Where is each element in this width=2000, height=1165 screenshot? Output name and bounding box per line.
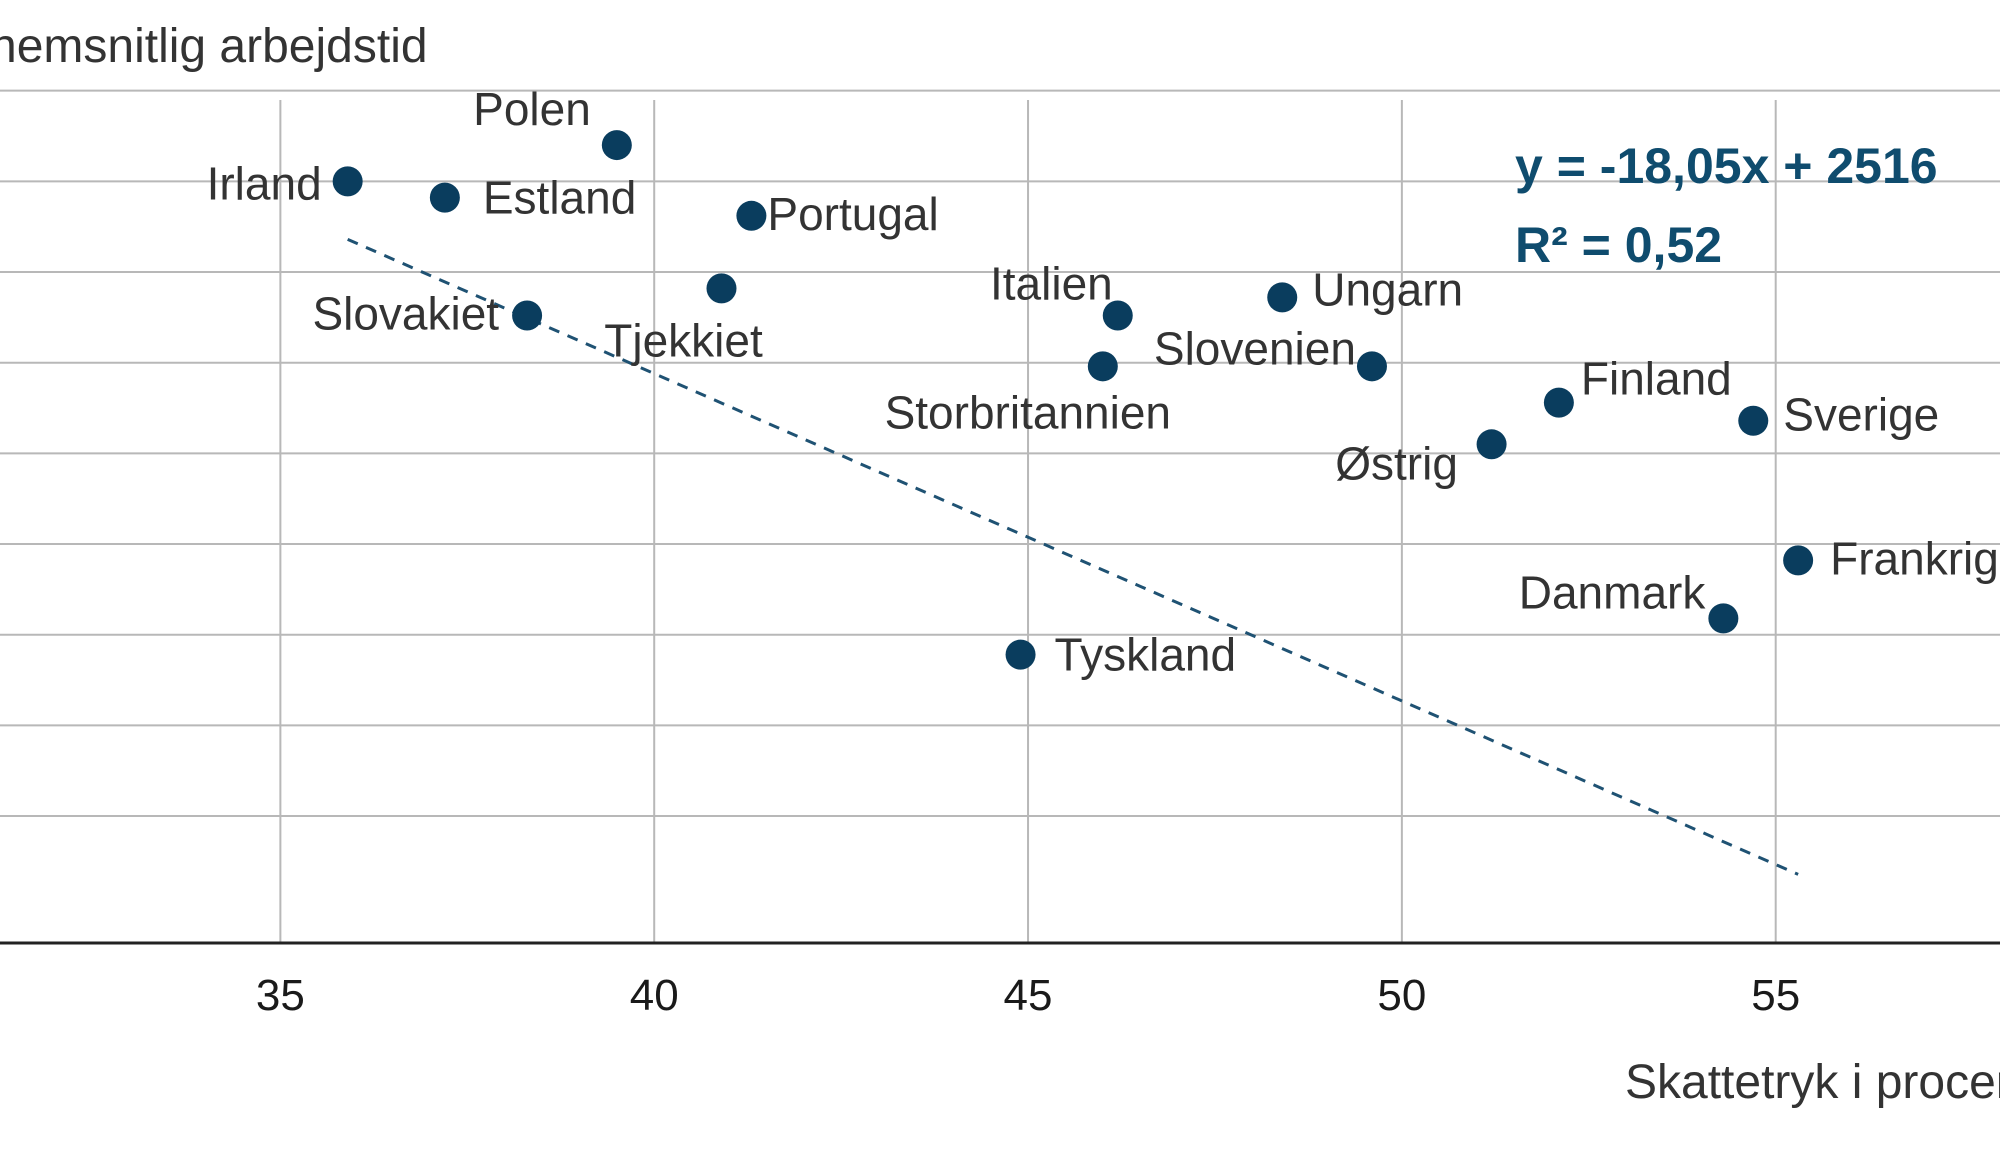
data-point (706, 273, 737, 304)
data-point (1783, 545, 1814, 576)
r-squared-label: R² = 0,52 (1515, 217, 1722, 273)
point-label: Østrig (1335, 437, 1458, 489)
point-label: Danmark (1519, 566, 1707, 618)
point-label: Tyskland (1055, 629, 1237, 681)
point-label: Tjekkiet (604, 314, 763, 366)
data-point (1738, 405, 1769, 436)
point-label: Slovenien (1154, 322, 1356, 374)
data-point (1102, 300, 1133, 331)
data-point (512, 300, 543, 331)
x-axis-title: Skattetryk i procent (1625, 1056, 2000, 1109)
point-label: Estland (483, 172, 636, 224)
data-point (736, 200, 767, 231)
data-point (1005, 639, 1036, 670)
data-point (1543, 387, 1574, 418)
point-label: Portugal (767, 188, 938, 240)
data-point (1267, 282, 1298, 313)
trendline (347, 237, 1799, 876)
x-tick-label: 50 (1377, 971, 1426, 1020)
point-label: Slovakiet (312, 288, 499, 340)
data-point (601, 130, 632, 161)
x-tick-label: 55 (1751, 971, 1800, 1020)
data-points (332, 130, 1814, 670)
point-label: Sverige (1783, 389, 1939, 441)
point-label: Finland (1581, 353, 1732, 405)
x-tick-label: 35 (256, 971, 305, 1020)
y-axis-title: nemsnitlig arbejdstid (0, 20, 428, 73)
data-point (429, 182, 460, 213)
regression-equation: y = -18,05x + 2516 (1515, 138, 1938, 194)
point-label: Ungarn (1312, 263, 1463, 315)
x-tick-label: 40 (630, 971, 679, 1020)
point-label: Irland (207, 157, 322, 209)
point-label: Polen (473, 83, 591, 135)
point-labels: Irland Estland Polen Slovakiet Portugal Tjekk… (207, 83, 1999, 681)
gridlines (0, 89, 2000, 943)
x-tick-labels: 35 40 45 50 55 (256, 971, 1800, 1020)
data-point (1708, 603, 1739, 634)
data-point (1476, 429, 1507, 460)
point-label: Storbritannien (885, 386, 1171, 438)
point-label: Italien (990, 258, 1113, 310)
x-tick-label: 45 (1004, 971, 1053, 1020)
point-label: Frankrig (1830, 532, 1999, 584)
data-point (1087, 351, 1118, 382)
data-point (1356, 351, 1387, 382)
data-point (332, 166, 363, 197)
